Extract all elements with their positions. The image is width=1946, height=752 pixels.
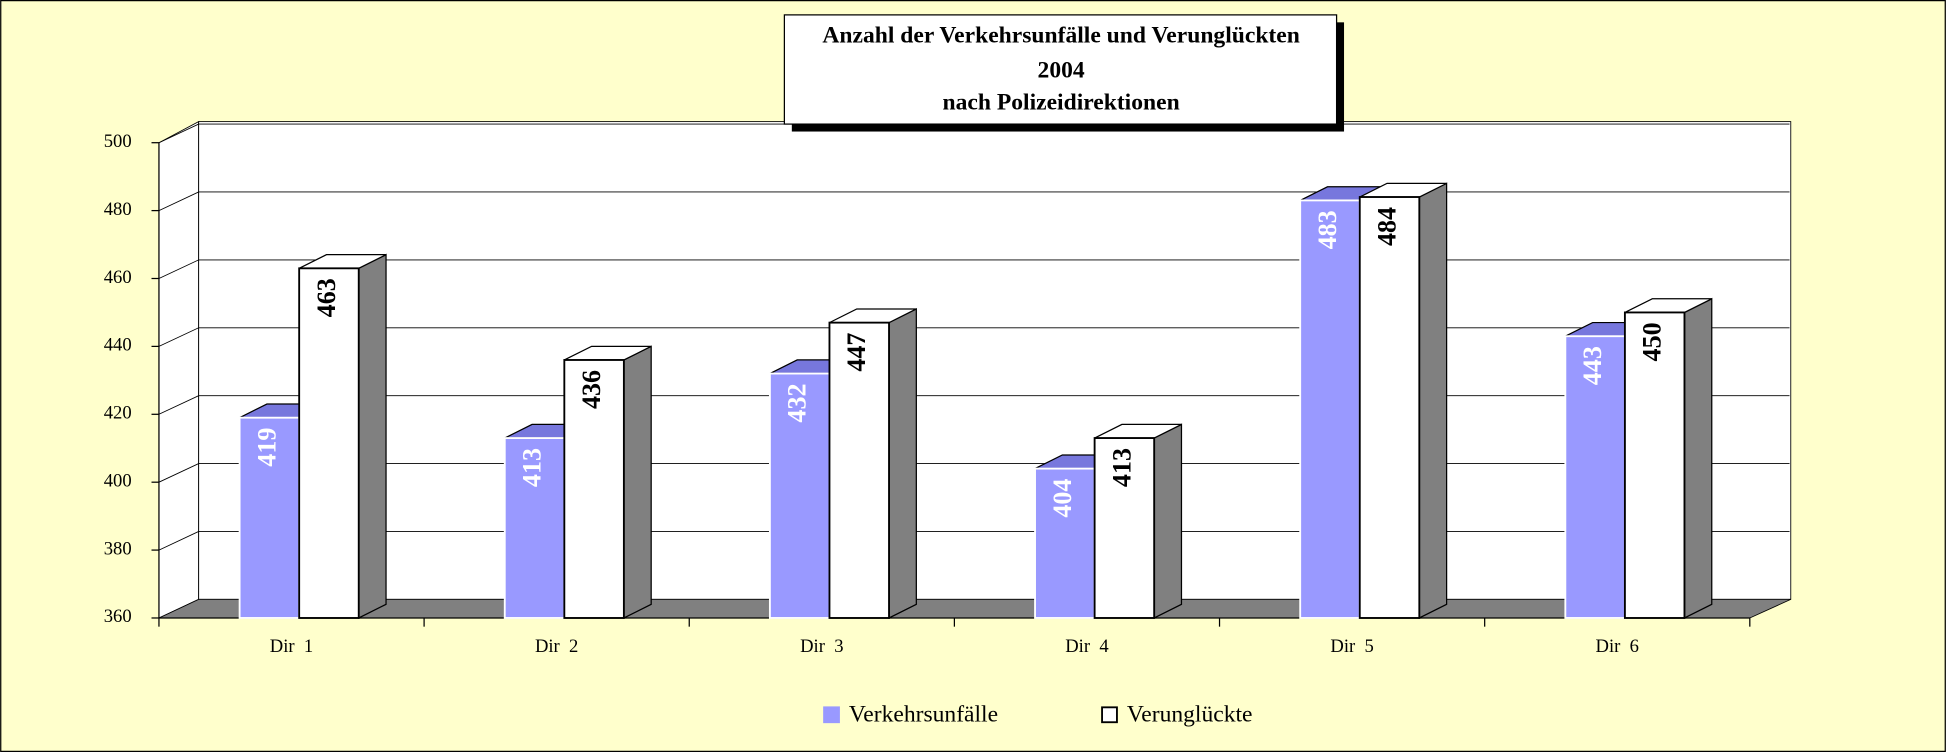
bar-side: [1683, 297, 1713, 619]
data-label: 413: [1107, 448, 1136, 487]
grid-line: [158, 395, 1790, 415]
bar: [1299, 199, 1361, 619]
legend-swatch: [1101, 706, 1118, 724]
chart-title: nach Polizeidirektionen: [943, 90, 1180, 116]
chart-title: 2004: [1038, 57, 1085, 83]
bar-side: [1153, 423, 1183, 619]
grid-line: [158, 123, 1790, 144]
data-label: 419: [252, 428, 281, 467]
chart-title: Anzahl der Verkehrsunfälle und Verunglüc…: [822, 23, 1299, 49]
bar: [1564, 335, 1626, 619]
bar-side: [1418, 182, 1448, 619]
x-tick-label: Dir 5: [1330, 636, 1373, 657]
y-tick-label: 420: [104, 403, 132, 424]
bar: [1034, 467, 1096, 619]
y-tick-label: 400: [104, 470, 132, 491]
title-box: [783, 14, 1338, 125]
floor: [158, 598, 1791, 619]
x-tick-label: Dir 4: [1065, 636, 1109, 657]
grid-line: [158, 463, 1790, 483]
y-tick-label: 500: [104, 131, 132, 152]
bar: [828, 321, 890, 619]
data-label: 443: [1578, 346, 1607, 385]
back-wall: [198, 121, 1792, 600]
y-tick-label: 360: [104, 606, 132, 627]
bar: [503, 437, 566, 619]
y-tick-label: 460: [104, 267, 132, 288]
bar: [238, 416, 301, 619]
bar-side: [888, 307, 917, 619]
legend-label: Verkehrsunfälle: [849, 701, 998, 727]
bar-side: [623, 345, 652, 619]
grid-line: [158, 531, 1790, 551]
x-tick-label: Dir 2: [535, 636, 578, 657]
grid-line: [158, 259, 1790, 279]
data-label: 432: [783, 383, 812, 422]
y-tick-label: 480: [104, 199, 132, 220]
data-label: 484: [1373, 207, 1402, 246]
data-label: 447: [842, 333, 871, 372]
x-tick-label: Dir 1: [270, 636, 313, 657]
data-label: 463: [312, 278, 341, 317]
data-label: 413: [518, 448, 547, 487]
bar-side: [358, 253, 387, 619]
x-tick-label: Dir 3: [800, 636, 843, 657]
legend-swatch: [823, 706, 840, 724]
grid-line: [158, 327, 1790, 347]
bar: [1358, 196, 1421, 619]
bar: [1623, 311, 1686, 619]
x-tick-label: Dir 6: [1596, 636, 1639, 657]
side-wall: [158, 120, 200, 619]
y-tick-label: 440: [104, 335, 132, 356]
bar: [298, 267, 360, 619]
data-label: 436: [577, 370, 606, 409]
legend-label: Verunglückte: [1127, 701, 1253, 727]
data-label: 404: [1048, 479, 1077, 518]
bar: [563, 359, 625, 619]
bar: [768, 372, 831, 619]
y-tick-label: 380: [104, 538, 132, 559]
grid-line: [158, 191, 1790, 211]
bar: [1093, 437, 1156, 619]
data-label: 483: [1313, 210, 1342, 249]
data-label: 450: [1638, 322, 1667, 361]
